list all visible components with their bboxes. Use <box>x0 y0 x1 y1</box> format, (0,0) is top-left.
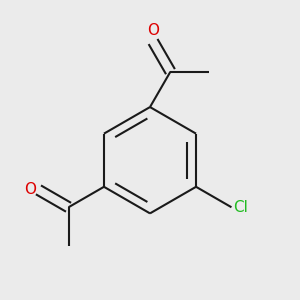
Text: O: O <box>147 23 159 38</box>
Text: O: O <box>24 182 36 197</box>
Text: Cl: Cl <box>233 200 248 215</box>
